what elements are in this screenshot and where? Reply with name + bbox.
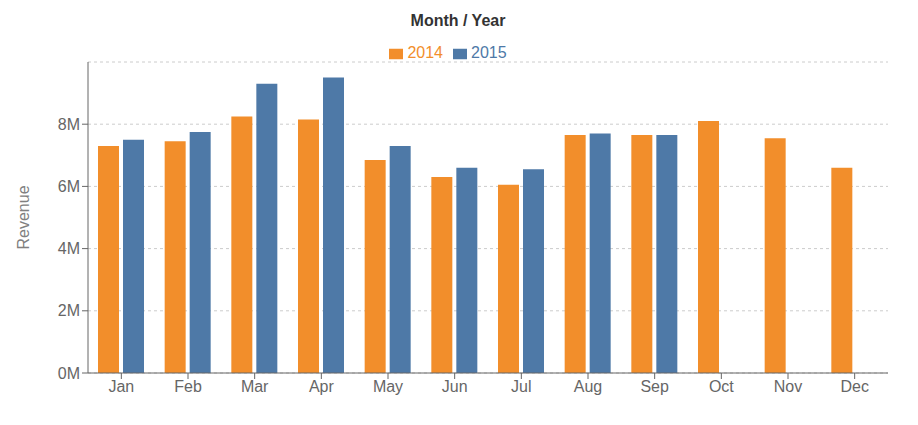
svg-text:Jun: Jun	[442, 378, 468, 395]
svg-text:Jan: Jan	[108, 378, 134, 395]
svg-text:Nov: Nov	[774, 378, 802, 395]
svg-text:Mar: Mar	[241, 378, 269, 395]
svg-text:Apr: Apr	[309, 378, 335, 395]
svg-text:8M: 8M	[58, 116, 80, 133]
svg-text:0M: 0M	[58, 365, 80, 382]
svg-text:2M: 2M	[58, 302, 80, 319]
svg-text:Dec: Dec	[840, 378, 868, 395]
svg-text:Feb: Feb	[174, 378, 202, 395]
svg-text:Revenue: Revenue	[15, 185, 32, 249]
html-text:Month / Year: Month / Year	[410, 12, 506, 29]
svg-text:May: May	[373, 378, 403, 395]
svg-text:Sep: Sep	[640, 378, 669, 395]
svg-text:Oct: Oct	[709, 378, 734, 395]
html-text:2014: 2014	[407, 44, 443, 61]
svg-text:Aug: Aug	[574, 378, 602, 395]
svg-text:4M: 4M	[58, 240, 80, 257]
svg-text:6M: 6M	[58, 178, 80, 195]
svg-text:Jul: Jul	[511, 378, 531, 395]
html-text:2015: 2015	[471, 44, 507, 61]
